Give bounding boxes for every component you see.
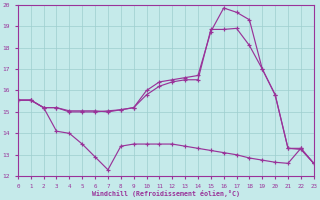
X-axis label: Windchill (Refroidissement éolien,°C): Windchill (Refroidissement éolien,°C) [92, 190, 240, 197]
